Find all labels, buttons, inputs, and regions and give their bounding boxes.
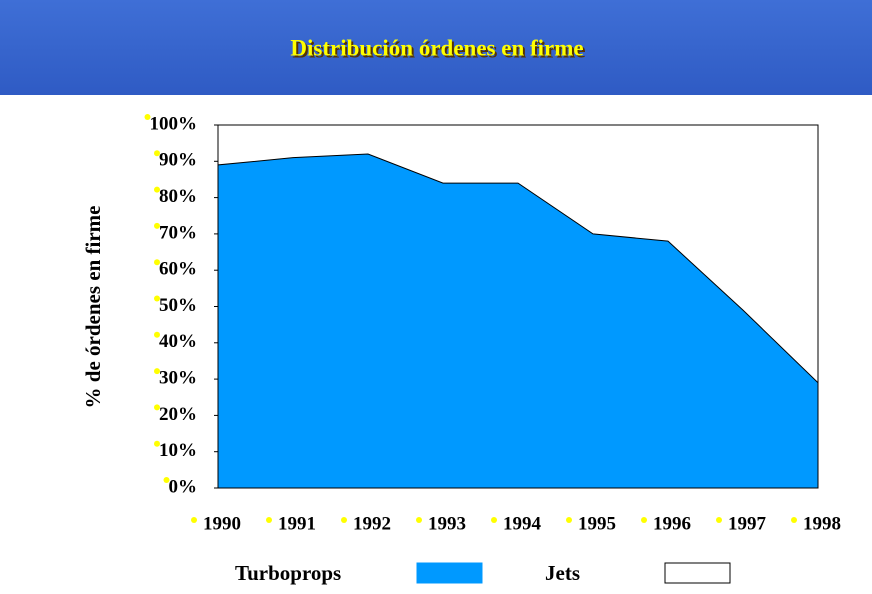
y-tick-label: 0% xyxy=(169,476,198,497)
y-tick-label: 40% xyxy=(159,331,197,352)
bullet xyxy=(566,517,572,523)
bullet xyxy=(154,259,160,266)
bullet xyxy=(163,477,170,483)
header-band xyxy=(0,0,872,95)
bullet xyxy=(154,295,160,302)
y-tick-label: 60% xyxy=(159,259,197,280)
bullet xyxy=(341,517,347,523)
y-tick-label: 30% xyxy=(159,367,197,388)
x-tick-label: 1992 xyxy=(353,513,391,534)
legend-label: Jets xyxy=(545,561,580,585)
plot-frame xyxy=(217,124,819,489)
chart-title-shadow: Distribución órdenes en firme xyxy=(292,37,585,62)
y-tick-label: 100% xyxy=(150,113,198,134)
y-tick-label: 20% xyxy=(159,404,197,425)
x-tick-label: 1996 xyxy=(653,513,691,534)
bullet xyxy=(416,517,422,523)
legend-swatch xyxy=(664,562,731,584)
bullet xyxy=(154,222,160,229)
legend-label: Turboprops xyxy=(235,561,341,585)
y-tick-label: 80% xyxy=(159,186,197,207)
x-tick-label: 1991 xyxy=(278,513,316,534)
bullet xyxy=(154,186,160,193)
y-tick-label: 70% xyxy=(159,222,197,243)
legend-swatch xyxy=(416,562,483,584)
y-tick-label: 10% xyxy=(159,440,197,461)
chart-title: Distribución órdenes en firme xyxy=(290,35,583,60)
y-tick-label: 90% xyxy=(159,150,197,171)
x-tick-label: 1994 xyxy=(503,513,542,534)
y-tick-label: 50% xyxy=(159,295,197,316)
bullet xyxy=(154,368,160,375)
bullet xyxy=(154,150,160,157)
bullet xyxy=(154,331,160,338)
bullet xyxy=(491,517,497,523)
bullet xyxy=(154,404,160,411)
x-tick-label: 1997 xyxy=(728,513,767,534)
x-tick-label: 1998 xyxy=(803,513,841,534)
x-tick-label: 1995 xyxy=(578,513,616,534)
bullet xyxy=(641,517,647,523)
x-tick-label: 1990 xyxy=(203,513,241,534)
bullet xyxy=(716,517,722,523)
bullet xyxy=(791,517,797,523)
bullet xyxy=(144,114,151,120)
bullet xyxy=(266,517,272,523)
y-axis-label: % de órdenes en firme xyxy=(81,206,105,409)
bullet xyxy=(154,440,160,447)
bullet xyxy=(191,517,197,523)
x-tick-label: 1993 xyxy=(428,513,466,534)
